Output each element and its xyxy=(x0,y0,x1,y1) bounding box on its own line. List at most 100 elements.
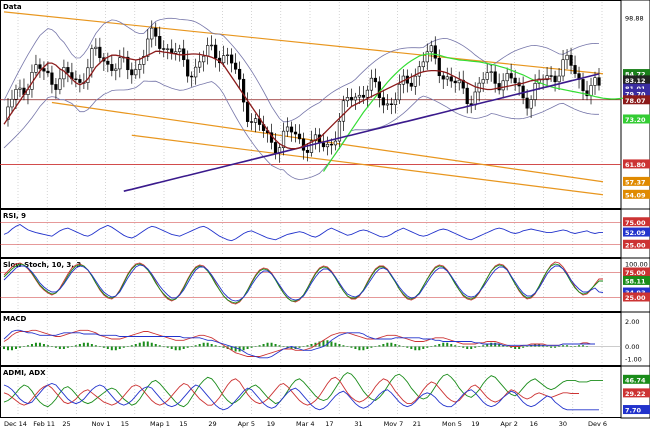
x-tick-label: Mar 4 xyxy=(296,420,314,428)
histogram-bar xyxy=(406,346,409,348)
histogram-bar xyxy=(582,345,585,347)
histogram-bar xyxy=(394,344,397,347)
axis-tick-label: 75.00 xyxy=(625,269,646,277)
axis-value-badge xyxy=(623,75,650,85)
histogram-bar xyxy=(306,345,309,347)
candle-body xyxy=(253,118,258,123)
candle-body xyxy=(353,96,358,101)
histogram-bar xyxy=(282,346,285,347)
x-tick-label: 21 xyxy=(413,420,421,428)
histogram-bar xyxy=(66,346,69,348)
histogram-bar xyxy=(510,346,513,348)
histogram-bar xyxy=(222,346,225,348)
histogram-bar xyxy=(302,346,305,347)
histogram-bar xyxy=(450,344,453,347)
histogram-bar xyxy=(218,346,221,347)
histogram-bar xyxy=(18,346,21,348)
axis-tick-label: 25.00 xyxy=(625,241,646,249)
candle-body xyxy=(497,83,501,91)
trend-channel-line xyxy=(131,134,604,196)
candle-body xyxy=(54,84,58,90)
candle-body xyxy=(453,80,457,84)
panel-title: Data xyxy=(3,3,22,11)
candle-body xyxy=(214,44,218,59)
candle-body xyxy=(241,78,246,103)
candle-body xyxy=(377,81,381,98)
candle-body xyxy=(150,27,154,40)
histogram-bar xyxy=(46,345,49,347)
x-tick-label: Feb 11 xyxy=(33,420,55,428)
candle-body xyxy=(441,75,445,80)
histogram-bar xyxy=(586,346,589,347)
candle-body xyxy=(325,143,330,148)
candle-body xyxy=(42,68,46,72)
histogram-bar xyxy=(230,346,233,351)
histogram-bar xyxy=(98,346,101,347)
histogram-bar xyxy=(506,346,509,347)
histogram-bar xyxy=(286,346,289,348)
histogram-bar xyxy=(138,342,141,347)
candle-body xyxy=(397,83,401,101)
histogram-bar xyxy=(322,340,325,347)
candle-body xyxy=(50,72,54,85)
histogram-bar xyxy=(330,341,333,347)
histogram-bar xyxy=(34,342,37,347)
axis-tick-label: 29.22 xyxy=(625,390,646,398)
histogram-bar xyxy=(498,344,501,347)
x-tick-label: Apr 2 xyxy=(500,420,517,428)
axis-value-badge xyxy=(623,374,650,384)
histogram-bar xyxy=(94,345,97,347)
histogram-bar xyxy=(202,342,205,347)
candle-body xyxy=(485,72,489,80)
histogram-bar xyxy=(166,346,169,348)
candle-body xyxy=(305,149,310,153)
histogram-bar xyxy=(446,342,449,347)
histogram-bar xyxy=(266,342,269,347)
candle-body xyxy=(473,91,477,106)
candle-body xyxy=(14,89,18,100)
candle-body xyxy=(465,87,469,104)
candle-body xyxy=(94,46,98,49)
histogram-bar xyxy=(310,344,313,347)
candle-body xyxy=(445,76,449,80)
histogram-bar xyxy=(290,346,293,349)
histogram-bar xyxy=(350,346,353,348)
histogram-bar xyxy=(462,346,465,348)
histogram-bar xyxy=(374,346,377,347)
axis-value-badge xyxy=(623,227,650,237)
histogram-bar xyxy=(62,346,65,349)
histogram-bar xyxy=(146,341,149,347)
candle-body xyxy=(457,79,461,84)
histogram-bar xyxy=(390,342,393,347)
x-tick-label: 31 xyxy=(354,420,362,428)
histogram-bar xyxy=(114,346,117,351)
histogram-bar xyxy=(3,346,5,349)
candle-body xyxy=(273,142,278,154)
candle-body xyxy=(234,62,238,70)
candle-body xyxy=(537,78,541,84)
candle-body xyxy=(194,66,198,78)
candle-body xyxy=(226,54,230,57)
histogram-bar xyxy=(402,346,405,347)
panel-frame xyxy=(0,312,622,366)
candle-body xyxy=(505,73,509,82)
x-tick-label: 19 xyxy=(471,420,479,428)
histogram-bar xyxy=(518,346,521,349)
candle-body xyxy=(509,73,513,79)
candle-body xyxy=(202,55,206,63)
axis-tick-label: 73.20 xyxy=(625,116,646,124)
right-axis-panel xyxy=(620,311,650,367)
right-axis-panel xyxy=(620,257,650,313)
histogram-bar xyxy=(26,345,29,347)
candle-body xyxy=(549,75,553,77)
histogram-bar xyxy=(550,346,553,348)
axis-value-badge xyxy=(623,267,650,277)
candle-body xyxy=(301,138,306,151)
histogram-bar xyxy=(382,344,385,347)
histogram-bar xyxy=(490,342,493,347)
candle-body xyxy=(190,75,194,78)
candle-body xyxy=(6,106,10,120)
histogram-bar xyxy=(486,344,489,347)
histogram-bar xyxy=(126,346,129,347)
